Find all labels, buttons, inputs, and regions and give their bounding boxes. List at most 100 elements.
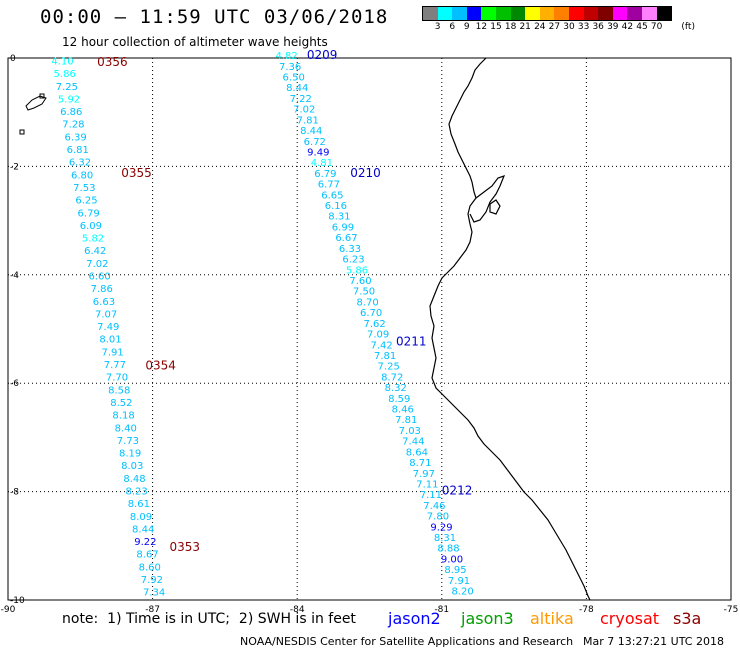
swh-value: 7.02 [293, 105, 315, 116]
swh-value: 9.29 [430, 522, 452, 533]
swh-value: 7.11 [420, 490, 442, 501]
legend-tick: 45 [636, 22, 648, 32]
swh-value: 8.03 [121, 461, 143, 472]
swh-value: 8.71 [409, 458, 431, 469]
swh-value: 7.28 [62, 120, 84, 131]
swh-value: 6.63 [93, 297, 115, 308]
swh-value: 7.07 [95, 309, 117, 320]
time-label: 0355 [121, 166, 152, 180]
swh-value: 9.00 [441, 554, 463, 565]
generated-timestamp: Mar 7 13:27:21 UTC 2018 [583, 635, 724, 648]
legend-ticks: 3 6 9 12 15 18 21 24 27 30 33 36 39 42 45 70 (ft) [422, 21, 695, 35]
swh-value: 5.92 [58, 94, 80, 105]
y-tick-label: -8 [10, 488, 19, 498]
time-label: 0212 [442, 483, 473, 497]
legend-tick: 70 [650, 22, 663, 32]
legend-tick: 21 [519, 22, 531, 32]
island-small-1 [39, 93, 45, 99]
legend-tick: 9 [463, 22, 470, 32]
time-label: 0354 [145, 359, 176, 373]
swh-value: 6.77 [318, 180, 340, 191]
swh-value: 7.91 [448, 576, 470, 587]
swh-value: 7.42 [371, 340, 393, 351]
legend-tick: 18 [504, 22, 517, 32]
swh-value: 6.60 [88, 271, 110, 282]
legend-tick: 12 [475, 22, 488, 32]
swh-value: 5.82 [82, 234, 104, 245]
swh-value: 8.48 [123, 474, 145, 485]
swh-value: 6.79 [314, 169, 336, 180]
swh-value: 7.60 [349, 276, 371, 287]
satellite-label-jason3: jason3 [461, 609, 514, 628]
legend-unit: (ft) [681, 22, 695, 32]
swh-value: 7.11 [416, 479, 438, 490]
time-label: 0353 [169, 540, 200, 554]
track-cryosat: 4.105.86 7.255.92 6.86 7.286.39 6.81 6.326.80… [51, 55, 200, 599]
swh-value: 6.42 [84, 246, 106, 257]
legend-swatch [641, 7, 657, 20]
swh-value: 7.44 [402, 437, 424, 448]
swh-value: 8.61 [128, 499, 150, 510]
swh-value: 8.44 [286, 83, 308, 94]
legend-swatch [656, 7, 672, 20]
legend-swatch [481, 7, 496, 20]
legend-tick: 33 [577, 22, 590, 32]
legend-swatch [568, 7, 584, 20]
swh-value: 4.82 [276, 51, 298, 62]
swh-value: 7.22 [290, 94, 312, 105]
swh-value: 6.50 [283, 73, 305, 84]
x-tick-label: -81 [434, 605, 449, 615]
swh-value: 7.70 [106, 373, 128, 384]
swh-value: 8.70 [356, 297, 378, 308]
swh-value: 8.58 [108, 385, 130, 396]
x-tick-label: -90 [1, 605, 16, 615]
swh-value: 8.67 [136, 550, 158, 561]
swh-value: 6.09 [80, 221, 102, 232]
legend-tick: 39 [607, 22, 619, 32]
lat-lon-grid [8, 58, 731, 600]
swh-value: 7.80 [427, 512, 449, 523]
map-title: 00:00 – 11:59 UTC 03/06/2018 [40, 6, 389, 28]
swh-value: 8.01 [99, 335, 121, 346]
x-tick-label: -75 [724, 605, 739, 615]
swh-value: 7.81 [395, 415, 417, 426]
swh-value: 6.99 [332, 222, 354, 233]
swh-value: 6.25 [75, 196, 97, 207]
swh-value: 8.19 [119, 449, 141, 460]
legend-swatch [583, 7, 599, 20]
swh-value: 6.80 [71, 170, 93, 181]
legend-swatch [525, 7, 540, 20]
swh-value: 7.03 [399, 426, 421, 437]
swh-value: 8.60 [139, 562, 161, 573]
legend-swatch [554, 7, 569, 20]
swh-value: 4.10 [51, 57, 73, 68]
swh-value: 8.18 [112, 411, 134, 422]
swh-value: 8.95 [444, 565, 466, 576]
y-tick-label: -10 [10, 596, 25, 606]
credit-line: NOAA/NESDIS Center for Satellite Applica… [240, 635, 574, 648]
swh-value: 8.44 [300, 126, 322, 137]
legend-swatch [510, 7, 526, 20]
swh-value: 7.25 [56, 82, 78, 93]
swh-value: 6.32 [69, 158, 91, 169]
swh-value: 5.86 [346, 265, 368, 276]
legend-swatch [437, 7, 453, 20]
swh-value: 6.39 [64, 132, 86, 143]
swh-value: 7.81 [297, 115, 319, 126]
satellite-label-altika: altika [530, 609, 574, 628]
time-label: 0209 [307, 48, 338, 62]
swh-value: 8.31 [434, 533, 456, 544]
x-tick-label: -84 [290, 605, 305, 615]
time-label: 0356 [97, 55, 128, 69]
swh-value: 7.91 [102, 347, 124, 358]
swh-value: 7.50 [353, 287, 375, 298]
y-tick-label: -6 [10, 379, 19, 389]
legend-swatch [423, 7, 438, 20]
swh-value: 8.72 [381, 372, 403, 383]
swh-value: 7.25 [378, 362, 400, 373]
swh-value: 6.81 [67, 145, 89, 156]
legend-swatch [627, 7, 642, 20]
legend-tick: 36 [592, 22, 604, 32]
satellite-label-jason2: jason2 [388, 609, 441, 628]
swh-value: 6.16 [325, 201, 347, 212]
